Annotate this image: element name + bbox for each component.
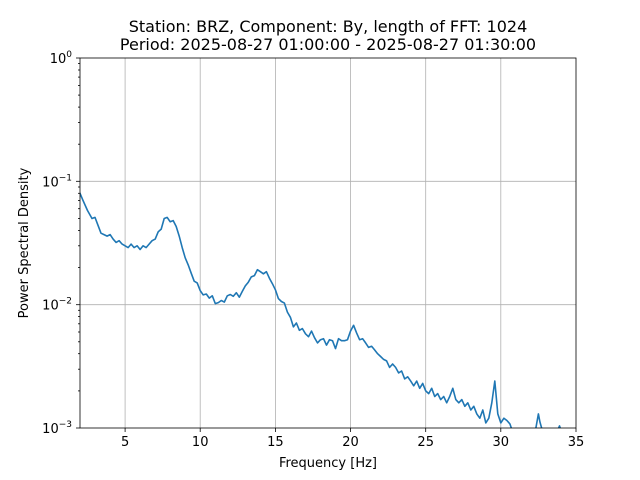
chart-title-line-1: Station: BRZ, Component: By, length of F… [129,17,528,36]
x-tick-label: 30 [493,435,510,450]
x-tick-label: 25 [417,435,434,450]
y-tick-label: 10−3 [42,420,72,437]
plot-frame [79,57,577,429]
y-tick-base: 10 [42,299,59,314]
y-tick-label: 10−2 [42,297,72,314]
psd-series-line-3 [557,425,562,428]
x-tick-label: 15 [267,435,284,450]
series-layer [80,192,562,428]
y-tick-exponent: −1 [59,173,72,183]
y-axis-label: Power Spectral Density [17,167,32,318]
x-tick-label: 20 [342,435,359,450]
x-tick-label: 35 [568,435,585,450]
y-tick-base: 10 [42,422,59,437]
x-tick-label: 5 [121,435,129,450]
y-tick-exponent: −3 [59,420,72,430]
y-tick-exponent: −2 [59,297,72,307]
y-tick-base: 10 [50,52,67,67]
grid [80,58,576,428]
y-tick-exponent: 0 [66,50,72,60]
x-axis-label: Frequency [Hz] [279,456,377,471]
psd-series-line-1 [80,192,513,428]
y-tick-label: 100 [50,50,73,67]
x-tick-label: 10 [192,435,209,450]
x-axis: 5 10 15 20 25 30 35 [121,428,584,450]
y-tick-base: 10 [42,175,59,190]
psd-series-line-2 [535,413,543,428]
chart-title-line-2: Period: 2025-08-27 01:00:00 - 2025-08-27… [120,35,536,54]
y-tick-label: 10−1 [42,173,72,190]
